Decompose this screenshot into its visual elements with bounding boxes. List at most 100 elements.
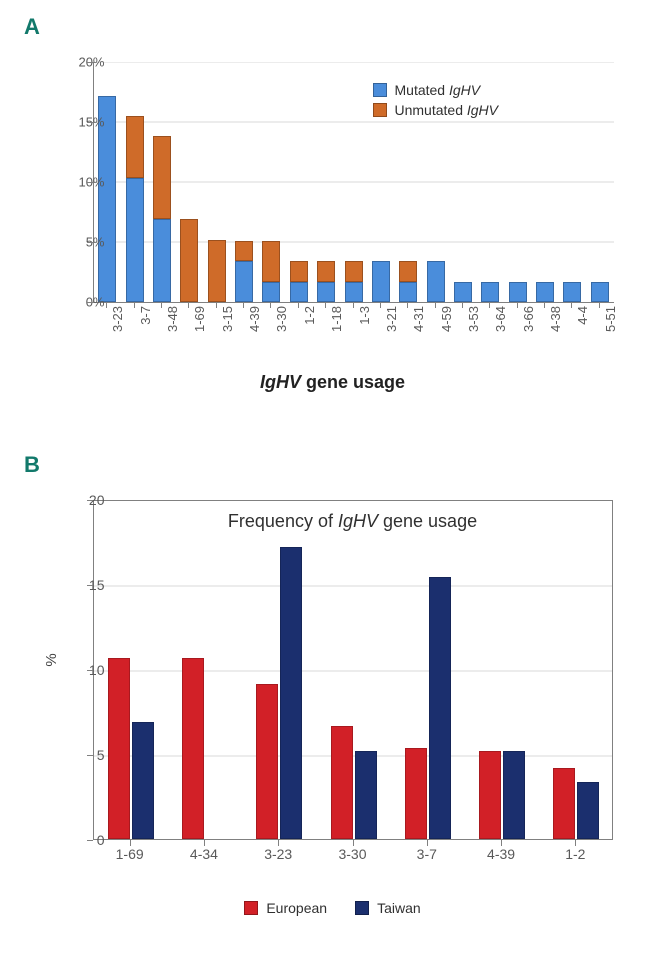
chart-a-xtick: 3-7 xyxy=(138,306,153,366)
chart-b-xtick: 3-7 xyxy=(417,846,437,862)
chart-a-ytick: 5% xyxy=(65,235,105,250)
bar-seg-mutated xyxy=(509,282,527,302)
chart-a-bar xyxy=(208,240,226,302)
chart-a-bars xyxy=(94,62,614,302)
legend-label: Unmutated IgHV xyxy=(395,102,499,118)
chart-a-xtick: 3-23 xyxy=(110,306,125,366)
bar-seg-mutated xyxy=(481,282,499,302)
chart-a-bar xyxy=(126,116,144,302)
legend-label: Taiwan xyxy=(377,900,421,916)
chart-a-legend: Mutated IgHV Unmutated IgHV xyxy=(373,82,499,122)
chart-a-bar xyxy=(509,282,527,302)
chart-b: Frequency of IgHV gene usage % European T… xyxy=(33,480,633,950)
legend-swatch xyxy=(373,103,387,117)
bar-seg-unmutated xyxy=(345,261,363,281)
legend-swatch xyxy=(355,901,369,915)
chart-a-xaxis-title: IgHV gene usage xyxy=(33,372,633,393)
chart-a-bar xyxy=(345,261,363,302)
chart-a-plot xyxy=(93,62,614,303)
bar-seg-unmutated xyxy=(208,240,226,302)
chart-b-bar-taiwan xyxy=(355,751,377,839)
chart-a-xtick: 5-51 xyxy=(603,306,618,366)
chart-a: Mutated IgHV Unmutated IgHV IgHV gene usa… xyxy=(33,42,633,422)
chart-b-bar-european xyxy=(108,658,130,839)
chart-a-bar xyxy=(317,261,335,302)
bar-seg-unmutated xyxy=(235,241,253,261)
bar-seg-mutated xyxy=(153,219,171,302)
bar-seg-mutated xyxy=(126,178,144,302)
chart-b-ylabel: % xyxy=(43,653,60,666)
bar-seg-unmutated xyxy=(262,241,280,282)
chart-a-xtick: 3-66 xyxy=(521,306,536,366)
chart-a-xtick: 4-59 xyxy=(439,306,454,366)
bar-seg-unmutated xyxy=(126,116,144,178)
chart-a-xtick: 3-64 xyxy=(493,306,508,366)
bar-seg-unmutated xyxy=(317,261,335,281)
legend-label: European xyxy=(266,900,327,916)
chart-a-bar xyxy=(290,261,308,302)
chart-a-xtick: 1-3 xyxy=(357,306,372,366)
chart-b-xtick: 1-2 xyxy=(565,846,585,862)
chart-a-xtick: 1-2 xyxy=(302,306,317,366)
chart-a-bar xyxy=(262,241,280,302)
chart-b-bar-european xyxy=(553,768,575,839)
chart-a-bar xyxy=(454,282,472,302)
chart-a-xtick: 3-21 xyxy=(384,306,399,366)
chart-a-bar xyxy=(372,261,390,302)
chart-a-ytick: 15% xyxy=(65,115,105,130)
chart-a-ytick: 10% xyxy=(65,175,105,190)
xaxis-title-italic: IgHV xyxy=(260,372,301,392)
legend-row: Mutated IgHV xyxy=(373,82,499,98)
chart-a-xtick: 3-30 xyxy=(274,306,289,366)
legend-swatch xyxy=(244,901,258,915)
chart-a-ytick: 20% xyxy=(65,55,105,70)
bar-seg-unmutated xyxy=(180,219,198,302)
chart-a-xtick: 3-53 xyxy=(466,306,481,366)
chart-a-bar xyxy=(536,282,554,302)
chart-b-bar-european xyxy=(479,751,501,839)
panel-a-label: A xyxy=(24,14,645,40)
legend-row: Taiwan xyxy=(355,900,421,916)
xaxis-title-post: gene usage xyxy=(301,372,405,392)
chart-a-xtick: 4-38 xyxy=(548,306,563,366)
bar-seg-mutated xyxy=(427,261,445,302)
chart-b-bar-european xyxy=(256,684,278,839)
bar-seg-mutated xyxy=(290,282,308,302)
chart-a-bar xyxy=(481,282,499,302)
chart-b-plot: Frequency of IgHV gene usage xyxy=(93,500,613,840)
chart-b-bar-taiwan xyxy=(280,547,302,839)
chart-a-xtick: 1-18 xyxy=(329,306,344,366)
chart-b-bar-european xyxy=(405,748,427,839)
chart-a-ytick: 0% xyxy=(65,295,105,310)
chart-a-bar xyxy=(427,261,445,302)
bar-seg-unmutated xyxy=(153,136,171,219)
chart-b-xtick: 1-69 xyxy=(116,846,144,862)
chart-a-bar xyxy=(591,282,609,302)
bar-seg-mutated xyxy=(399,282,417,302)
panel-b-label: B xyxy=(24,452,645,478)
chart-a-xtick: 1-69 xyxy=(192,306,207,366)
bar-seg-unmutated xyxy=(290,261,308,281)
chart-a-xtick: 3-15 xyxy=(220,306,235,366)
chart-b-bar-european xyxy=(331,726,353,839)
chart-b-bars xyxy=(94,501,612,839)
bar-seg-mutated xyxy=(536,282,554,302)
chart-a-xtick: 4-31 xyxy=(411,306,426,366)
chart-b-bar-taiwan xyxy=(429,577,451,839)
chart-a-bar xyxy=(563,282,581,302)
bar-seg-mutated xyxy=(262,282,280,302)
bar-seg-mutated xyxy=(454,282,472,302)
bar-seg-mutated xyxy=(345,282,363,302)
chart-b-bar-european xyxy=(182,658,204,839)
legend-label: Mutated IgHV xyxy=(395,82,481,98)
figure-page: A Mutated IgHV Unmutated IgHV IgHV gene u… xyxy=(0,0,665,967)
chart-a-xtick: 4-4 xyxy=(575,306,590,366)
bar-seg-unmutated xyxy=(399,261,417,281)
chart-b-xtick: 3-23 xyxy=(264,846,292,862)
chart-b-xtick: 4-34 xyxy=(190,846,218,862)
bar-seg-mutated xyxy=(235,261,253,302)
chart-a-bar xyxy=(235,241,253,302)
chart-b-bar-taiwan xyxy=(503,751,525,839)
chart-a-bar xyxy=(153,136,171,302)
legend-row: Unmutated IgHV xyxy=(373,102,499,118)
